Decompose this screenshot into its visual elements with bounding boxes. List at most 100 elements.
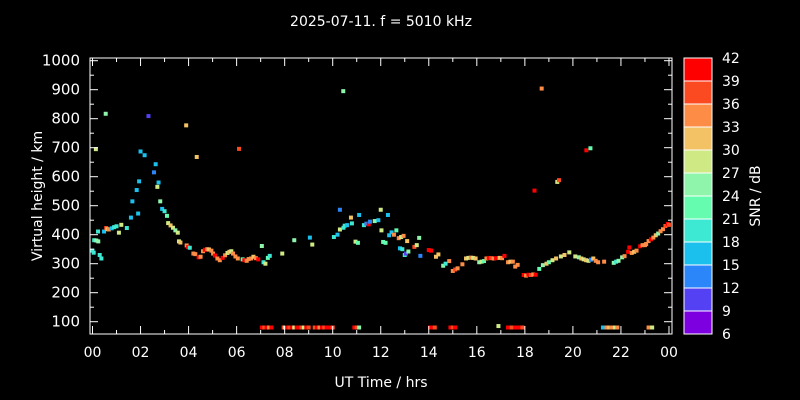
data-point [158, 199, 163, 204]
data-point [249, 256, 254, 261]
data-point [102, 229, 107, 234]
data-point [341, 89, 346, 94]
data-point [648, 237, 653, 242]
colorbar-tick-label: 42 [722, 51, 740, 67]
data-point [666, 222, 671, 227]
data-point [337, 227, 342, 232]
data-point [378, 207, 383, 212]
data-point [383, 240, 388, 245]
data-point [516, 325, 521, 330]
colorbar-tick-label: 30 [722, 143, 740, 159]
data-point [520, 325, 525, 330]
data-point [372, 219, 377, 224]
data-point [513, 325, 518, 330]
x-tick-label: 12 [372, 345, 390, 361]
data-point [184, 123, 189, 128]
data-point [304, 325, 309, 330]
data-point [396, 236, 401, 241]
data-point [646, 239, 651, 244]
data-point [622, 254, 627, 259]
data-point [441, 263, 446, 268]
data-point [162, 209, 167, 214]
data-point [229, 249, 234, 254]
y-tick-label: 900 [51, 81, 80, 99]
data-point [231, 251, 236, 256]
colorbar-tick-label: 15 [722, 258, 740, 274]
data-point [650, 325, 655, 330]
data-point [403, 251, 408, 256]
y-tick-label: 500 [51, 197, 80, 215]
data-point [93, 147, 98, 152]
data-point [106, 227, 111, 232]
data-point [562, 253, 567, 257]
data-point [213, 253, 218, 258]
data-point [285, 325, 290, 330]
data-point [153, 162, 158, 167]
data-point [366, 222, 371, 227]
data-point [394, 228, 399, 233]
data-point [193, 252, 198, 257]
data-point [486, 255, 491, 260]
data-point [361, 223, 366, 228]
data-point [391, 232, 396, 237]
colorbar-block [684, 311, 712, 334]
data-point [381, 239, 386, 244]
data-point [616, 258, 621, 263]
data-point [496, 324, 501, 329]
colorbar-block [684, 150, 712, 173]
data-point [155, 184, 160, 189]
data-point [471, 255, 476, 260]
data-point [615, 325, 620, 330]
data-point [138, 149, 143, 154]
x-tick-label: 00 [660, 345, 678, 361]
data-point [400, 247, 405, 252]
data-point [342, 223, 347, 228]
data-point [588, 146, 593, 151]
colorbar-tick-label: 27 [722, 166, 740, 182]
data-point [168, 223, 173, 228]
data-point [175, 230, 180, 235]
data-point [640, 243, 645, 248]
data-point [576, 255, 581, 260]
data-point [264, 325, 269, 330]
data-point [477, 260, 482, 265]
data-point [341, 225, 346, 230]
colorbar-tick-label: 24 [722, 189, 740, 205]
data-point [426, 248, 431, 253]
data-point [178, 240, 183, 245]
data-point [414, 243, 419, 248]
x-tick-label: 08 [276, 345, 294, 361]
y-tick-label: 100 [51, 313, 80, 331]
data-point [429, 248, 434, 253]
plot-frame [89, 57, 673, 335]
data-point [634, 248, 639, 253]
x-tick-label: 14 [420, 345, 438, 361]
data-point [160, 206, 165, 211]
data-point [656, 231, 661, 236]
data-point [217, 258, 222, 263]
data-point [136, 211, 141, 216]
x-tick-label: 10 [324, 345, 342, 361]
colorbar-block [684, 173, 712, 196]
data-point [489, 256, 494, 261]
data-point [331, 235, 336, 240]
data-point [287, 325, 292, 330]
y-tick-label: 200 [51, 284, 80, 302]
data-point [405, 239, 410, 244]
data-point [151, 170, 156, 175]
data-point [112, 225, 117, 230]
data-point [506, 260, 511, 265]
data-point [269, 325, 274, 330]
colorbar-tick-label: 9 [722, 304, 731, 320]
data-point [116, 230, 121, 235]
data-point [397, 246, 402, 251]
data-point [584, 148, 589, 153]
data-point [202, 247, 207, 252]
data-point [355, 240, 360, 245]
colorbar-frame [683, 57, 713, 335]
data-point [354, 325, 359, 330]
data-point [588, 257, 593, 262]
data-point [253, 256, 258, 261]
data-point [593, 258, 598, 263]
